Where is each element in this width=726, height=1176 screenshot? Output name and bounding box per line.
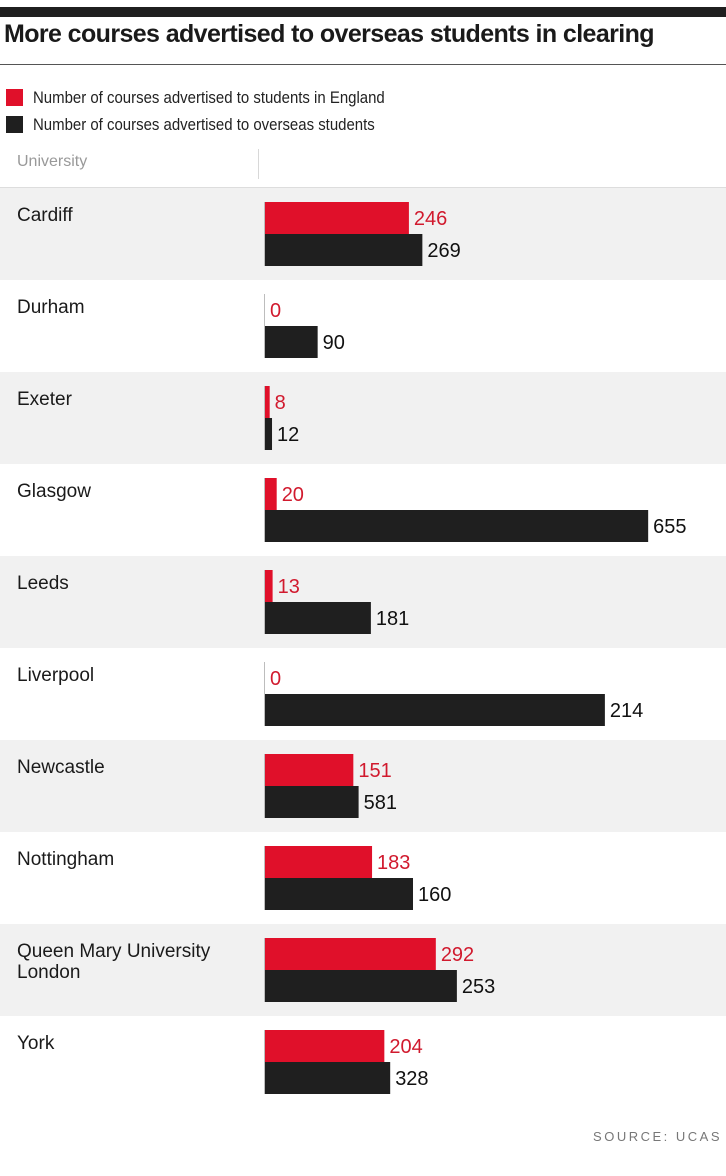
- chart-title: More courses advertised to overseas stud…: [4, 20, 655, 48]
- data-label-overseas: 269: [427, 240, 460, 262]
- data-label-england: 151: [358, 760, 391, 782]
- bar-overseas: [265, 1062, 391, 1094]
- legend-label-overseas: Number of courses advertised to overseas…: [33, 114, 375, 134]
- bar-overseas: [265, 878, 414, 910]
- data-label-overseas: 655: [653, 516, 686, 538]
- column-header-university: University: [17, 153, 88, 170]
- bar-overseas: [265, 326, 318, 358]
- category-label: Cardiff: [17, 205, 73, 226]
- data-label-england: 292: [441, 944, 474, 966]
- bar-england: [265, 754, 354, 786]
- header-divider: [258, 149, 259, 179]
- title-divider: [0, 64, 726, 65]
- row-glasgow: Glasgow 20 655: [0, 464, 726, 556]
- category-label: Nottingham: [17, 849, 115, 870]
- row-liverpool: Liverpool 0 214: [0, 648, 726, 740]
- row-newcastle: Newcastle 151 581: [0, 740, 726, 832]
- data-label-overseas: 12: [277, 424, 299, 446]
- data-label-england: 0: [270, 300, 281, 322]
- data-label-england: 20: [282, 484, 304, 506]
- row-york: York 204 328: [0, 1016, 726, 1108]
- legend-swatch-overseas: [6, 116, 23, 133]
- data-label-england: 183: [377, 852, 410, 874]
- data-label-england: 13: [278, 576, 300, 598]
- row-leeds: Leeds 13 181: [0, 556, 726, 648]
- legend-item-england: Number of courses advertised to students…: [6, 84, 433, 111]
- bar-england: [265, 386, 270, 418]
- bar-england: [265, 846, 373, 878]
- header-rule: [0, 187, 726, 188]
- category-label: Queen Mary University London: [17, 941, 211, 983]
- data-label-overseas: 160: [418, 884, 451, 906]
- bar-england: [265, 1030, 385, 1062]
- legend-item-overseas: Number of courses advertised to overseas…: [6, 111, 433, 138]
- data-label-overseas: 581: [364, 792, 397, 814]
- bar-overseas: [265, 234, 423, 266]
- bar-england: [265, 202, 409, 234]
- data-label-england: 0: [270, 668, 281, 690]
- category-label: Liverpool: [17, 665, 95, 686]
- row-queen-mary-university-london: Queen Mary University London 292 253: [0, 924, 726, 1016]
- bar-group: 812: [264, 386, 299, 450]
- top-bar: [0, 7, 726, 17]
- category-label: Leeds: [17, 573, 69, 594]
- data-label-england: 204: [389, 1036, 422, 1058]
- bar-overseas: [265, 970, 457, 1002]
- category-label: Newcastle: [17, 757, 105, 778]
- category-label: York: [17, 1033, 55, 1054]
- category-label: Exeter: [17, 389, 72, 410]
- row-nottingham: Nottingham 183 160: [0, 832, 726, 924]
- bar-overseas: [265, 418, 273, 450]
- bar-overseas: [265, 510, 649, 542]
- source-note: SOURCE: UCAS: [593, 1129, 722, 1144]
- legend-label-england: Number of courses advertised to students…: [33, 87, 385, 107]
- bar-england: [265, 478, 277, 510]
- category-label: Durham: [17, 297, 85, 318]
- bar-overseas: [265, 786, 359, 818]
- chart-rows: Cardiff 246 269 Durham 0 90 Exeter 8 12 Glasgow 20…: [0, 188, 726, 1108]
- legend-swatch-england: [6, 89, 23, 106]
- data-label-overseas: 90: [323, 332, 345, 354]
- data-label-england: 8: [275, 392, 286, 414]
- bar-group: 20 655: [264, 478, 687, 542]
- row-exeter: Exeter 8 12: [0, 372, 726, 464]
- bar-england: [265, 938, 436, 970]
- row-durham: Durham 0 90: [0, 280, 726, 372]
- category-label: Glasgow: [17, 481, 91, 502]
- data-label-england: 246: [414, 208, 447, 230]
- legend: Number of courses advertised to students…: [6, 84, 433, 138]
- bar-group: 0 90: [264, 294, 345, 358]
- data-label-overseas: 253: [462, 976, 495, 998]
- bar-overseas: [265, 602, 371, 634]
- bar-group: 0 214: [264, 662, 643, 726]
- bar-group: 183 160: [264, 846, 451, 910]
- data-label-overseas: 181: [376, 608, 409, 630]
- data-label-overseas: 214: [610, 700, 643, 722]
- bar-england: [265, 570, 273, 602]
- data-label-overseas: 328: [395, 1068, 428, 1090]
- row-cardiff: Cardiff 246 269: [0, 188, 726, 280]
- bar-group: 13 181: [264, 570, 409, 634]
- bar-overseas: [265, 694, 605, 726]
